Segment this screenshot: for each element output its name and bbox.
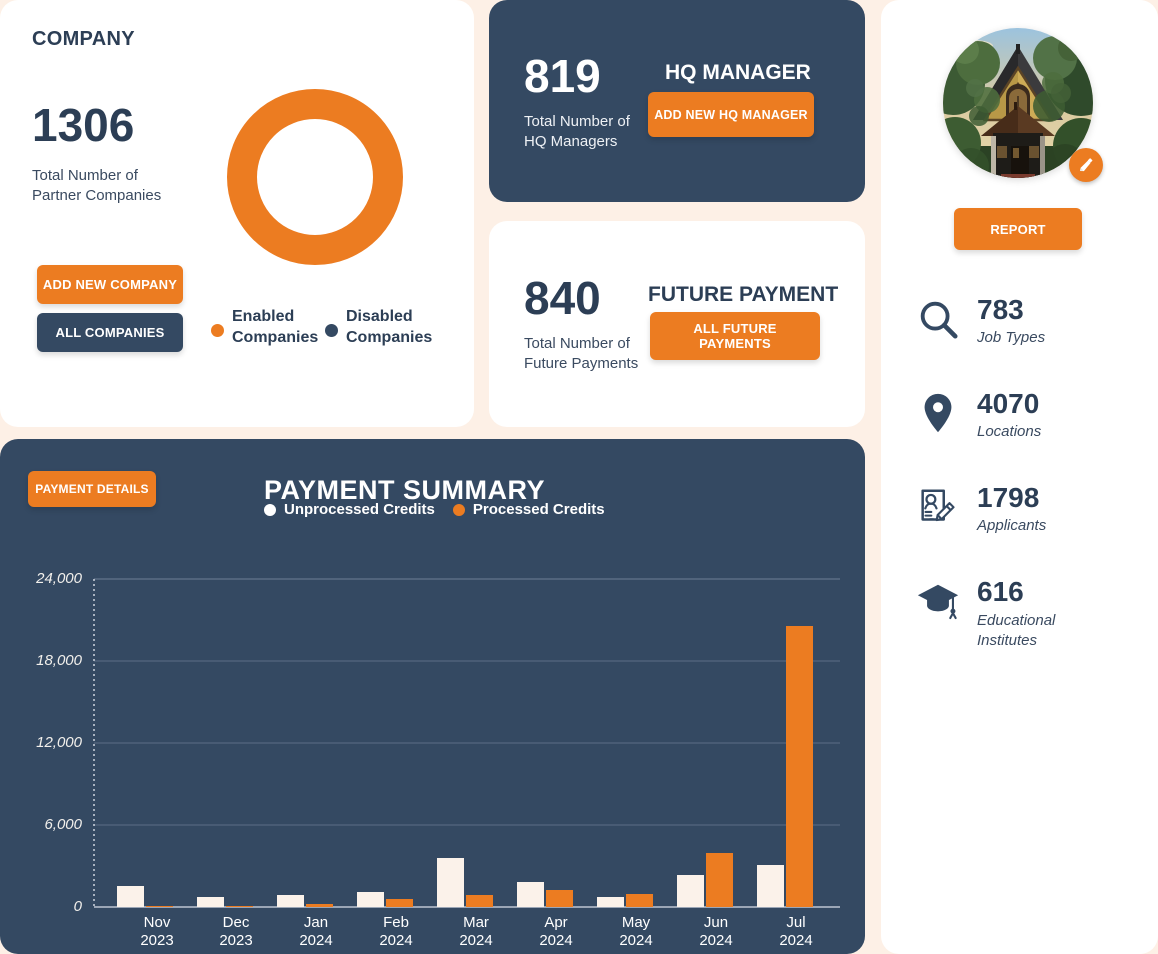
svg-text:2023: 2023 xyxy=(219,932,252,949)
svg-text:24,000: 24,000 xyxy=(35,570,83,587)
svg-text:18,000: 18,000 xyxy=(36,652,83,669)
svg-text:Feb: Feb xyxy=(383,914,409,931)
svg-text:Jun: Jun xyxy=(704,914,728,931)
svg-text:2024: 2024 xyxy=(379,932,412,949)
svg-text:2023: 2023 xyxy=(140,932,173,949)
svg-text:Mar: Mar xyxy=(463,914,489,931)
svg-text:2024: 2024 xyxy=(539,932,572,949)
svg-text:2024: 2024 xyxy=(779,932,812,949)
svg-text:12,000: 12,000 xyxy=(36,734,83,751)
svg-text:Nov: Nov xyxy=(144,914,171,931)
svg-text:May: May xyxy=(622,914,651,931)
svg-text:Apr: Apr xyxy=(544,914,567,931)
svg-text:2024: 2024 xyxy=(459,932,492,949)
svg-text:Jul: Jul xyxy=(786,914,805,931)
svg-text:Jan: Jan xyxy=(304,914,328,931)
svg-text:2024: 2024 xyxy=(619,932,652,949)
svg-text:2024: 2024 xyxy=(299,932,332,949)
svg-text:2024: 2024 xyxy=(699,932,732,949)
svg-text:6,000: 6,000 xyxy=(44,816,82,833)
svg-text:0: 0 xyxy=(74,898,83,915)
svg-text:Dec: Dec xyxy=(223,914,250,931)
